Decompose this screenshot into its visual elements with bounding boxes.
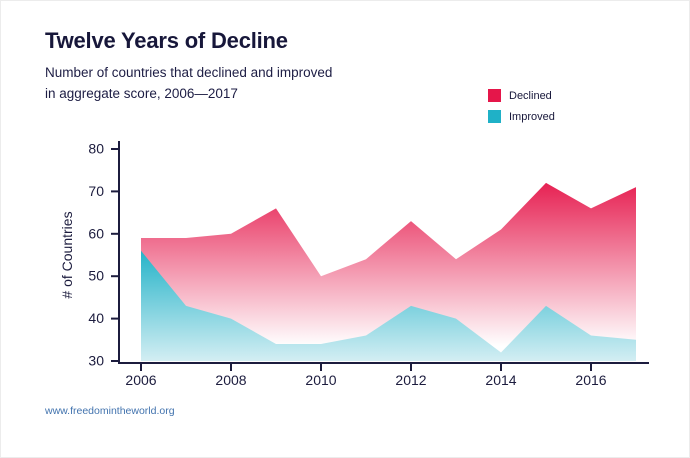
subtitle-line-1: Number of countries that declined and im… — [45, 65, 333, 80]
legend-item-improved: Improved — [488, 110, 555, 123]
x-tick-label: 2012 — [395, 372, 426, 388]
y-tick-label: 30 — [88, 353, 104, 369]
x-tick-label: 2014 — [485, 372, 516, 388]
x-tick-label: 2006 — [125, 372, 156, 388]
footer-source-link[interactable]: www.freedomintheworld.org — [45, 405, 175, 417]
declined-area — [141, 182, 636, 361]
y-tick-label: 40 — [88, 310, 104, 326]
x-tick-label: 2016 — [575, 372, 606, 388]
y-tick-label: 80 — [88, 141, 104, 157]
chart-legend: Declined Improved — [488, 89, 555, 123]
improved-area — [141, 250, 636, 361]
page-title: Twelve Years of Decline — [45, 28, 288, 53]
x-tick-label: 2008 — [215, 372, 246, 388]
subtitle-line-2: in aggregate score, 2006—2017 — [45, 85, 238, 101]
legend-item-declined: Declined — [488, 89, 555, 102]
y-tick-label: 50 — [88, 268, 104, 284]
legend-label: Improved — [509, 110, 555, 123]
y-tick-label: 70 — [88, 183, 104, 199]
x-tick-label: 2010 — [305, 372, 336, 388]
page-subtitle: Number of countries that declined and im… — [45, 63, 332, 105]
legend-swatch-declined — [488, 89, 501, 102]
y-tick-label: 60 — [88, 225, 104, 241]
legend-label: Declined — [509, 89, 552, 102]
legend-swatch-improved — [488, 110, 501, 123]
